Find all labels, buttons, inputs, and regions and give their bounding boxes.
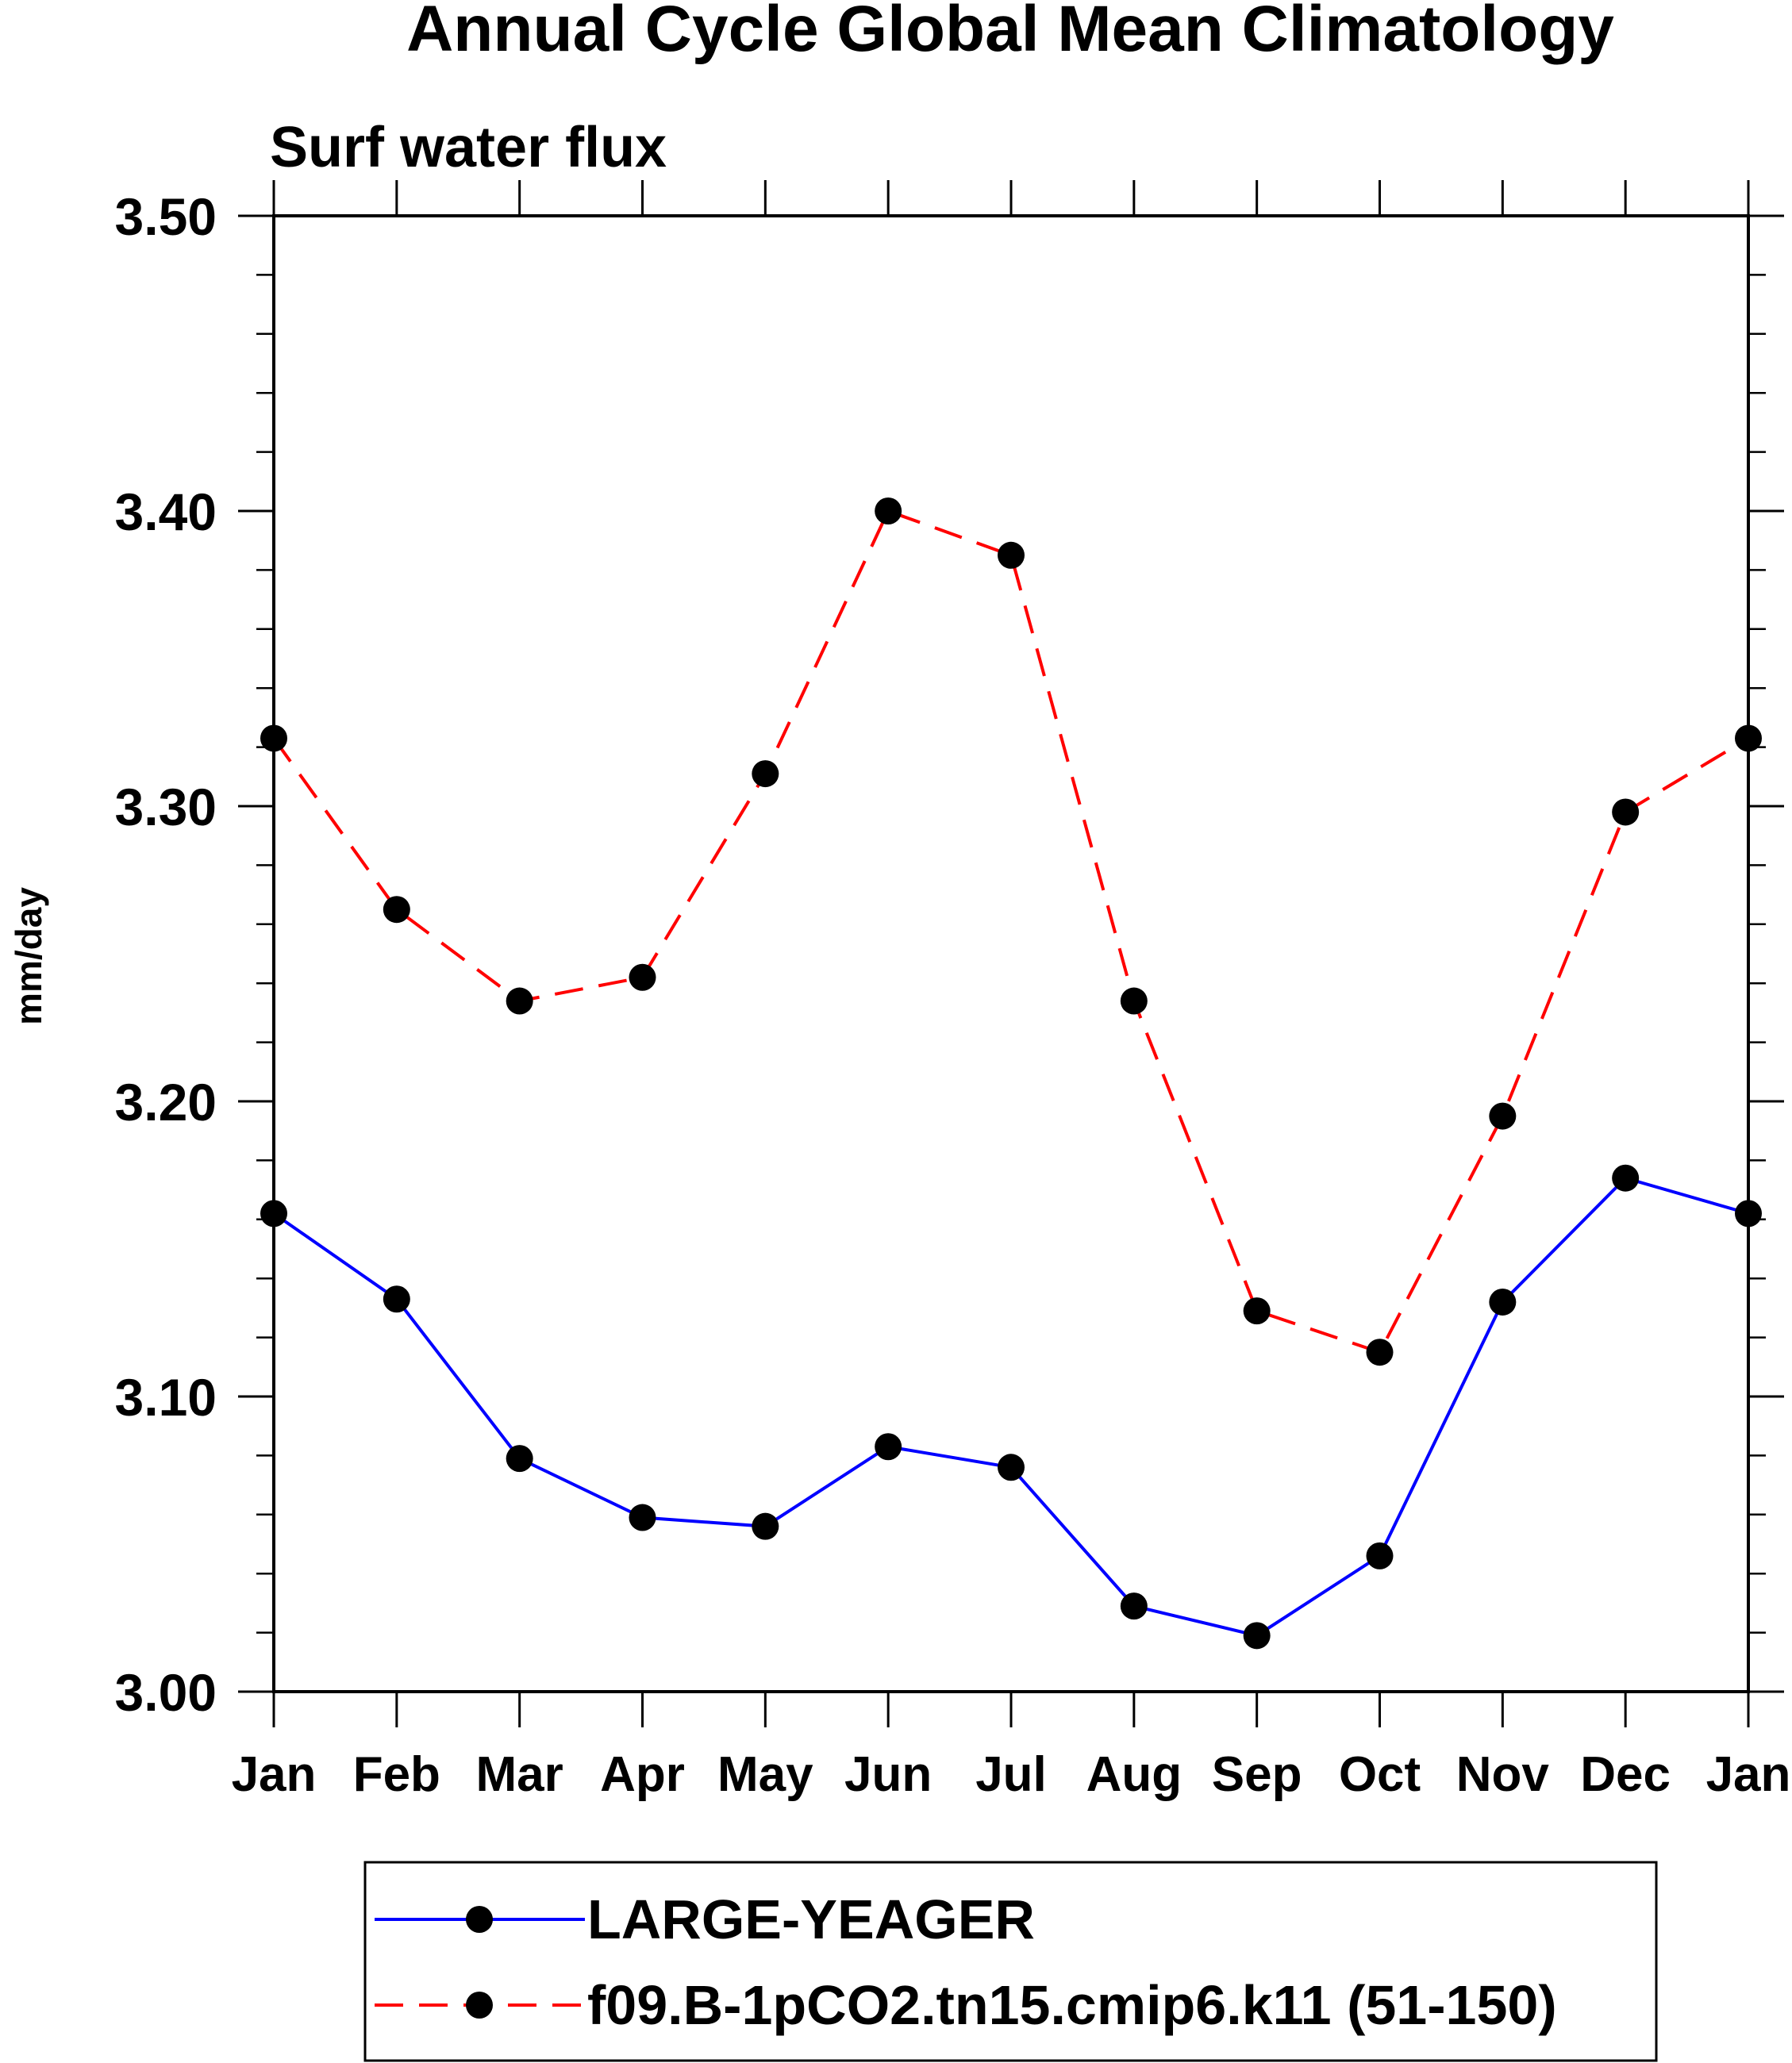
data-point [1612, 798, 1640, 826]
data-point [260, 1200, 287, 1227]
y-tick-label: 3.20 [115, 1073, 217, 1131]
series-line-0 [272, 1176, 1749, 1638]
x-tick-label: Aug [1086, 1747, 1182, 1802]
data-point [752, 1512, 779, 1540]
y-tick-label: 3.40 [115, 482, 217, 541]
y-tick-label: 3.30 [115, 778, 217, 836]
x-tick-label: Oct [1339, 1747, 1421, 1802]
y-tick-label: 3.50 [115, 187, 217, 246]
data-point [1120, 1592, 1148, 1620]
data-point [1489, 1288, 1517, 1316]
x-tick-label: Mar [476, 1747, 563, 1802]
chart-subtitle: Surf water flux [270, 116, 667, 179]
legend-box [363, 1861, 1658, 2062]
legend-entry-0: LARGE-YEAGER [375, 1888, 1035, 1950]
x-tick-label: Apr [600, 1747, 685, 1802]
data-point [506, 987, 533, 1015]
data-point [506, 1445, 533, 1473]
data-point [1612, 1164, 1640, 1192]
legend-label-1: f09.B-1pCO2.tn15.cmip6.k11 (51-150) [587, 1974, 1557, 2036]
x-tick-label: Jan [1706, 1747, 1791, 1802]
data-point [875, 1433, 902, 1461]
data-point [383, 1285, 410, 1313]
x-tick-label: Dec [1580, 1747, 1671, 1802]
data-point [1366, 1542, 1394, 1569]
legend-label-0: LARGE-YEAGER [587, 1888, 1035, 1950]
x-tick-label: Sep [1212, 1747, 1302, 1802]
data-point [383, 896, 410, 924]
data-point [1489, 1102, 1517, 1130]
data-point [1243, 1297, 1271, 1325]
chart-title: Annual Cycle Global Mean Climatology [406, 0, 1614, 65]
y-tick-label: 3.00 [115, 1663, 217, 1722]
series-line-1 [272, 509, 1750, 1354]
legend-entry-1: f09.B-1pCO2.tn15.cmip6.k11 (51-150) [375, 1974, 1557, 2036]
legend-marker-0 [466, 1906, 493, 1933]
data-point [875, 498, 902, 524]
data-point [260, 724, 287, 752]
data-point [1243, 1622, 1271, 1650]
x-tick-label: May [717, 1747, 813, 1802]
x-axis: Jan Feb Mar Apr May Jun Jul Aug Sep Oct Nov Dec Jan [232, 180, 1791, 1802]
x-tick-label: Feb [353, 1747, 440, 1802]
data-point [629, 1504, 656, 1531]
x-tick-label: Jan [232, 1747, 317, 1802]
y-axis: 3.00 3.10 3.20 3.30 3.40 3.50 [115, 187, 1784, 1722]
data-point [629, 963, 656, 991]
legend: LARGE-YEAGER f09.B-1pCO2.tn15.cmip6.k11 … [363, 1861, 1658, 2062]
y-axis-label: mm/day [8, 887, 49, 1025]
x-tick-label: Nov [1456, 1747, 1550, 1802]
x-tick-label: Jul [975, 1747, 1047, 1802]
x-tick-label: Jun [844, 1747, 932, 1802]
y-tick-label: 3.10 [115, 1368, 217, 1427]
data-point [998, 1454, 1025, 1481]
data-point [1735, 724, 1762, 752]
legend-marker-1 [466, 1992, 493, 2019]
data-point [1735, 1200, 1762, 1227]
data-point [752, 760, 779, 788]
plot-area [260, 498, 1762, 1650]
data-point [998, 541, 1025, 569]
data-point [1120, 987, 1148, 1015]
data-point [1366, 1339, 1394, 1366]
